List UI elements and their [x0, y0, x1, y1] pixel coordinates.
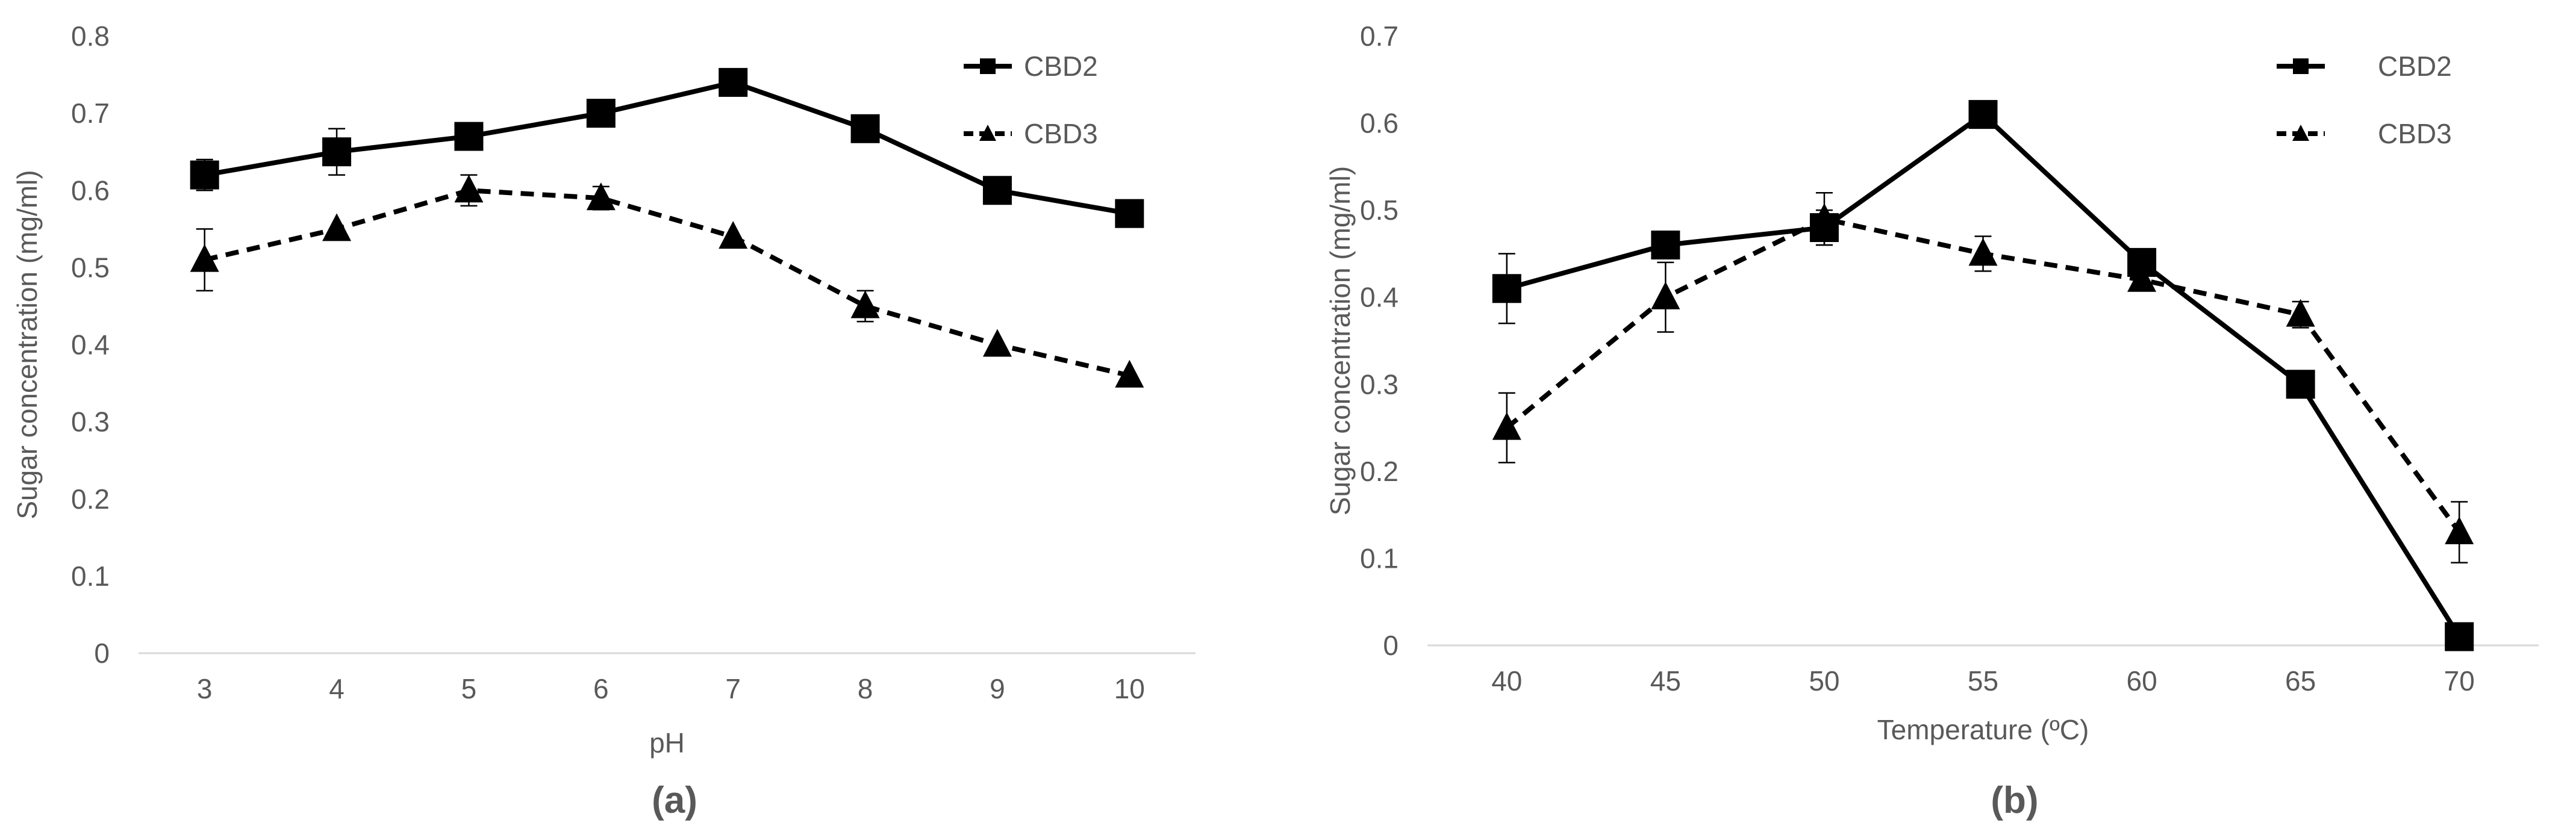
data-point-cbd2 [719, 67, 748, 97]
data-point-cbd3 [1115, 359, 1144, 388]
legend-marker-cbd2 [980, 58, 996, 74]
data-point-cbd3 [190, 244, 219, 272]
data-point-cbd3 [719, 221, 748, 249]
series-line-cbd2 [204, 79, 1131, 216]
legend-marker-cbd3 [2292, 125, 2309, 141]
data-point-cbd2 [2445, 622, 2474, 651]
data-point-cbd2 [454, 122, 484, 151]
data-point-cbd3 [322, 213, 352, 241]
x-axis-title: pH [649, 727, 685, 759]
chart-panel-b: 0 0.1 0.2 0.3 0.4 0.5 0.6 0.7 40 45 50 55 60 65 70 Temp… [1324, 20, 2539, 821]
x-tick-label: 60 [2126, 665, 2157, 697]
y-tick-label: 0.5 [71, 252, 110, 283]
data-point-cbd3 [2445, 517, 2474, 545]
data-point-cbd2 [1115, 199, 1144, 228]
data-point-cbd2 [190, 160, 219, 190]
y-tick-label: 0.2 [1360, 456, 1399, 487]
x-tick-label: 4 [329, 673, 345, 704]
legend-marker-cbd2 [2293, 58, 2309, 74]
y-tick-label: 0.6 [71, 175, 110, 206]
y-tick-label: 0.7 [1360, 20, 1399, 52]
data-point-cbd3 [982, 329, 1012, 357]
panel-label: (b) [1991, 780, 2038, 821]
y-tick-label: 0.3 [1360, 368, 1399, 400]
legend-label-cbd3: CBD3 [2378, 118, 2452, 149]
x-tick-label: 40 [1491, 665, 1522, 697]
y-tick-label: 0.7 [71, 98, 110, 129]
y-tick-label: 0.4 [1360, 282, 1399, 313]
x-tick-label: 6 [593, 673, 609, 704]
y-tick-label: 0.3 [71, 406, 110, 438]
chart-panel-a: 0 0.1 0.2 0.3 0.4 0.5 0.6 0.7 0.8 3 4 5 6 7 8 9 10 pH Suga… [11, 20, 1196, 821]
legend-label-cbd2: CBD2 [1024, 51, 1098, 82]
x-tick-label: 10 [1114, 673, 1145, 704]
data-point-cbd3 [2127, 264, 2157, 292]
data-point-cbd2 [586, 99, 616, 128]
series-line-cbd2 [1506, 112, 2462, 638]
legend-label-cbd2: CBD2 [2378, 51, 2452, 82]
data-point-cbd2 [982, 176, 1012, 205]
x-tick-label: 45 [1650, 665, 1681, 697]
y-axis-title: Sugar concentration (mg/ml) [11, 170, 43, 519]
y-tick-label: 0 [1383, 630, 1399, 661]
panel-label: (a) [652, 780, 697, 821]
series-line-cbd3 [204, 188, 1131, 378]
data-point-cbd2 [850, 114, 880, 143]
x-tick-label: 9 [990, 673, 1005, 704]
data-point-cbd3 [1968, 238, 1998, 266]
data-point-cbd2 [322, 137, 352, 167]
data-point-cbd3 [454, 175, 484, 203]
y-tick-label: 0.1 [1360, 542, 1399, 574]
data-point-cbd3 [1809, 203, 1839, 231]
y-tick-label: 0.2 [71, 483, 110, 515]
legend-marker-cbd3 [979, 125, 996, 141]
data-point-cbd2 [1651, 230, 1680, 259]
y-axis-title: Sugar concentration (mg/ml) [1324, 166, 1356, 515]
y-tick-label: 0 [94, 638, 110, 669]
x-tick-label: 3 [197, 673, 213, 704]
y-tick-label: 0.5 [1360, 194, 1399, 226]
data-point-cbd2 [1968, 100, 1998, 129]
data-point-cbd3 [1651, 281, 1680, 309]
y-tick-label: 0.4 [71, 329, 110, 361]
x-tick-label: 5 [461, 673, 477, 704]
x-tick-label: 7 [725, 673, 741, 704]
data-point-cbd3 [850, 290, 880, 318]
x-tick-label: 8 [858, 673, 873, 704]
x-tick-label: 70 [2444, 665, 2475, 697]
x-tick-label: 55 [1968, 665, 1998, 697]
data-point-cbd3 [586, 182, 616, 211]
data-point-cbd2 [2286, 370, 2315, 399]
x-axis-title: Temperature (ºC) [1877, 714, 2089, 745]
data-point-cbd3 [1492, 412, 1521, 440]
x-tick-label: 65 [2285, 665, 2316, 697]
legend-label-cbd3: CBD3 [1024, 118, 1098, 149]
data-point-cbd3 [2286, 299, 2315, 327]
y-tick-label: 0.6 [1360, 108, 1399, 139]
data-point-cbd2 [1492, 274, 1521, 303]
y-tick-label: 0.1 [71, 560, 110, 592]
y-tick-label: 0.8 [71, 20, 110, 52]
x-tick-label: 50 [1809, 665, 1839, 697]
